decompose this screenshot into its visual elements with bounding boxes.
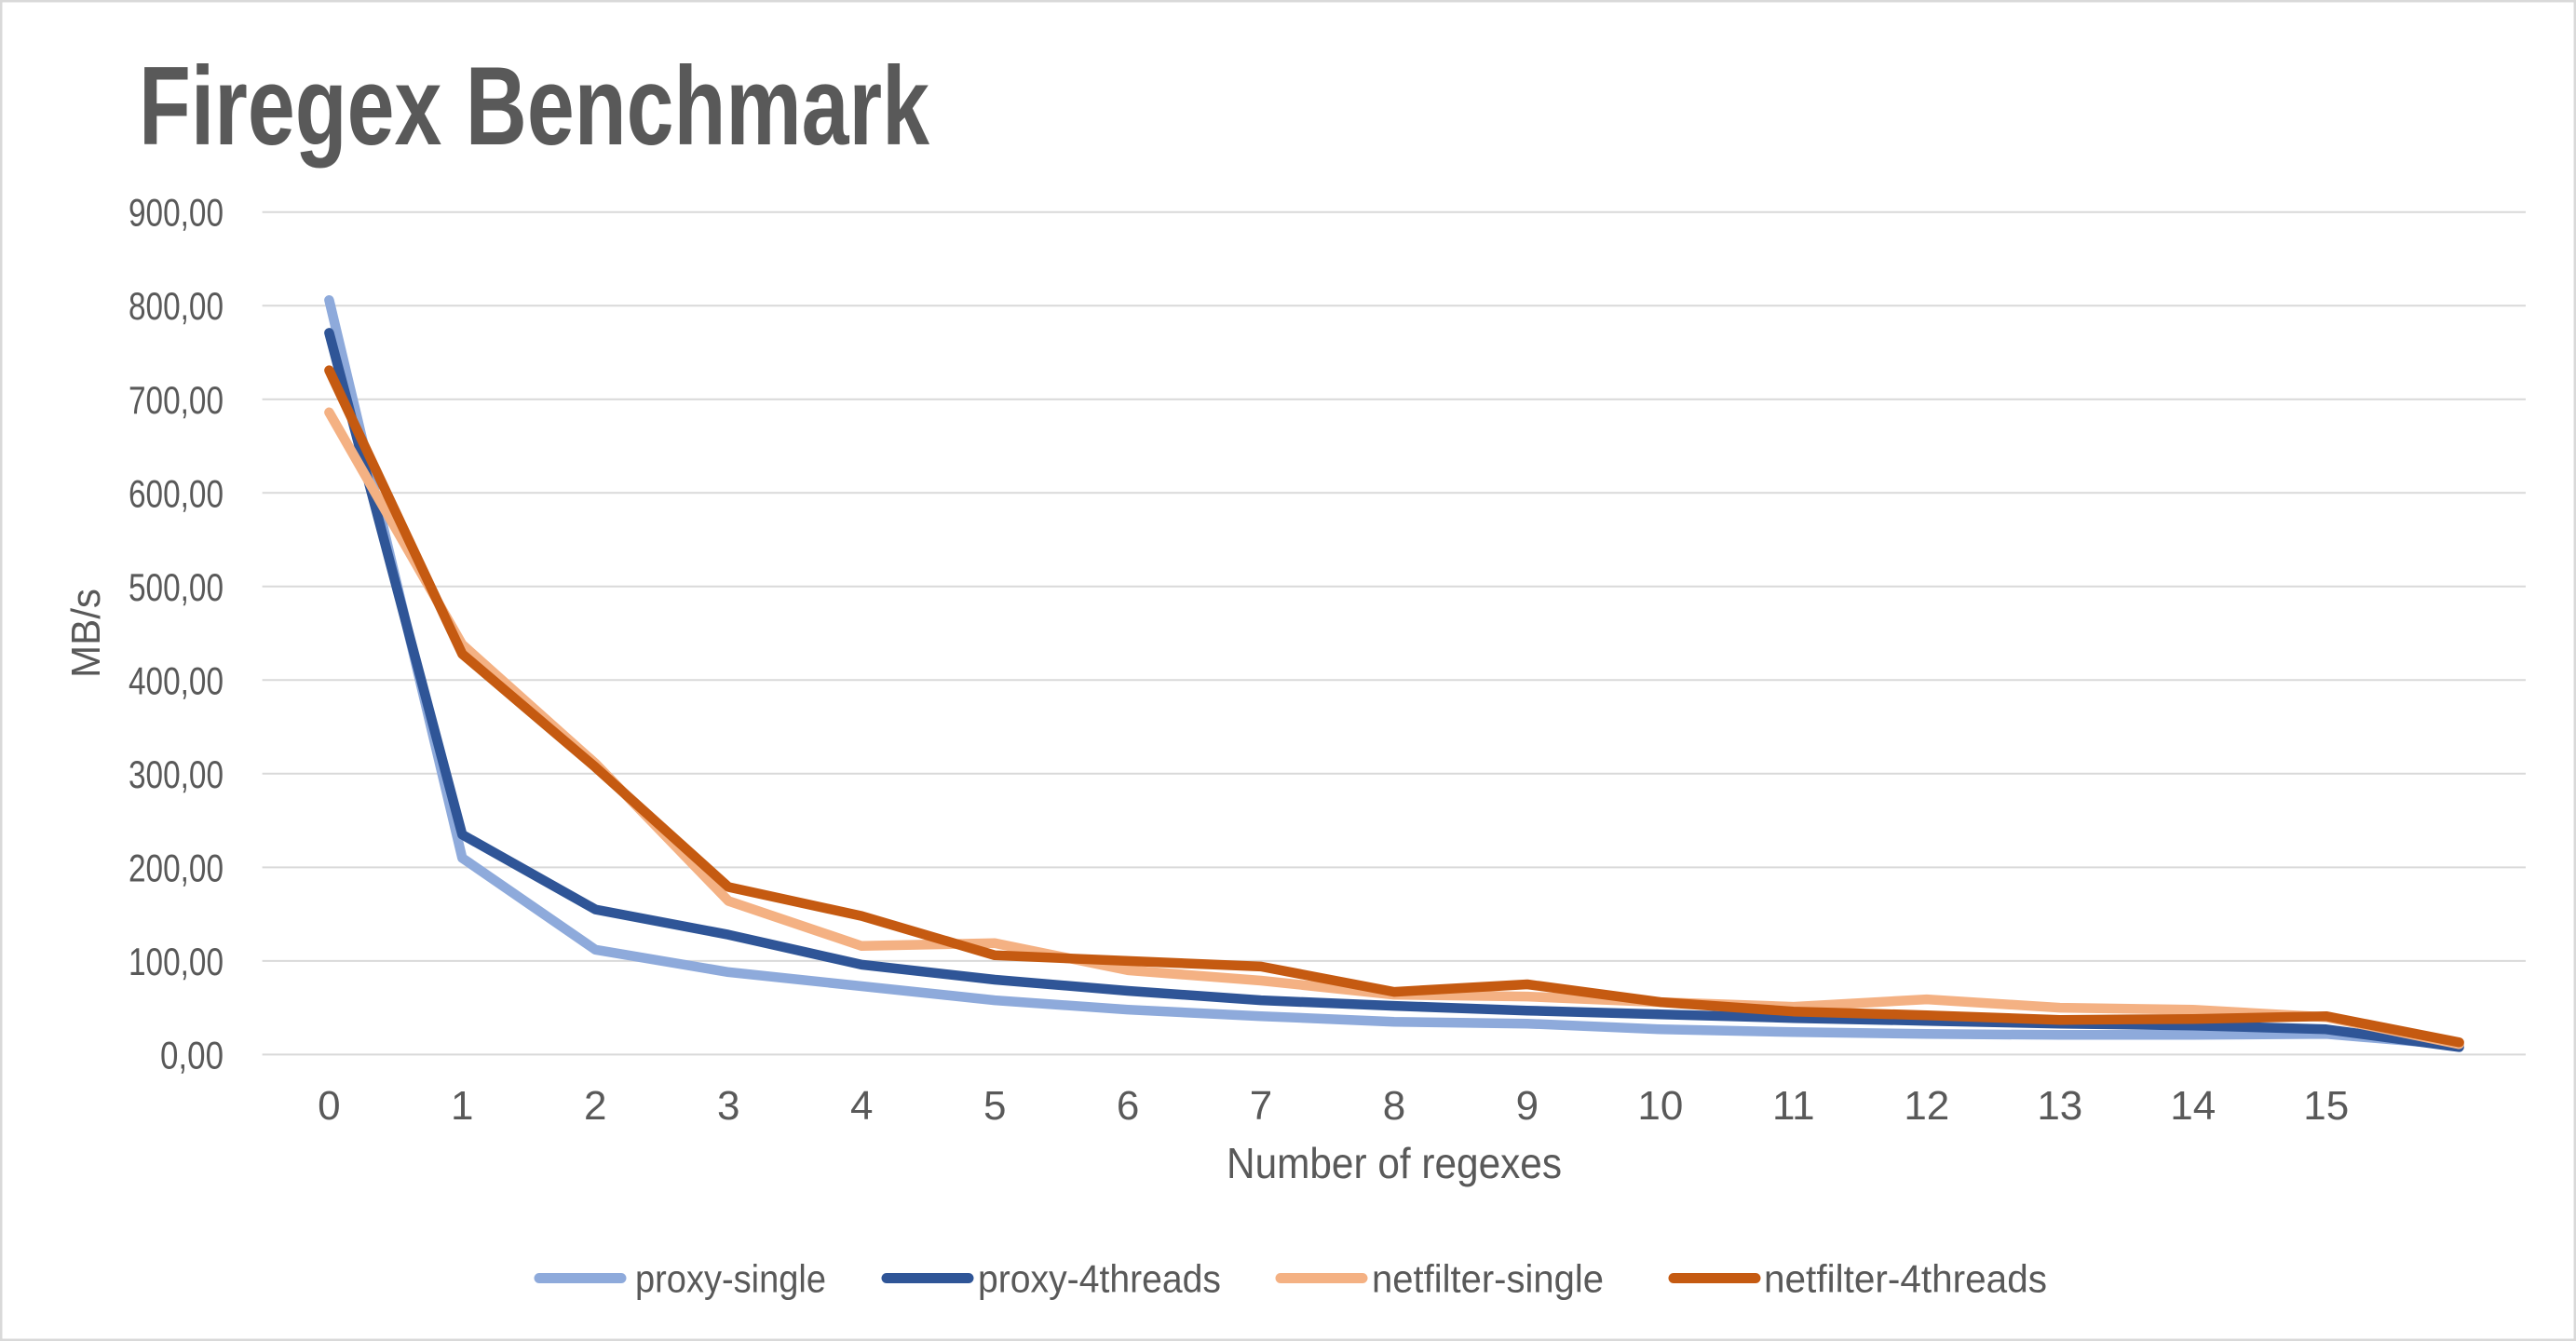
svg-text:Number of regexes: Number of regexes <box>1227 1139 1562 1187</box>
svg-text:10: 10 <box>1637 1083 1683 1129</box>
svg-text:200,00: 200,00 <box>129 846 224 889</box>
svg-text:6: 6 <box>1117 1083 1139 1129</box>
svg-text:12: 12 <box>1904 1083 1949 1129</box>
svg-text:400,00: 400,00 <box>129 658 224 702</box>
svg-text:netfilter-4threads: netfilter-4threads <box>1764 1257 2047 1301</box>
svg-text:700,00: 700,00 <box>129 378 224 422</box>
svg-text:netfilter-single: netfilter-single <box>1372 1257 1604 1301</box>
svg-text:proxy-single: proxy-single <box>635 1257 826 1301</box>
svg-text:7: 7 <box>1250 1083 1272 1129</box>
svg-text:13: 13 <box>2037 1083 2082 1129</box>
svg-text:Firegex Benchmark: Firegex Benchmark <box>139 44 929 169</box>
svg-text:900,00: 900,00 <box>129 191 224 235</box>
svg-text:800,00: 800,00 <box>129 284 224 328</box>
svg-text:MB/s: MB/s <box>63 589 109 678</box>
svg-text:8: 8 <box>1383 1083 1405 1129</box>
svg-text:1: 1 <box>451 1083 473 1129</box>
svg-text:11: 11 <box>1772 1083 1815 1129</box>
svg-text:9: 9 <box>1516 1083 1539 1129</box>
svg-text:300,00: 300,00 <box>129 752 224 796</box>
svg-text:0,00: 0,00 <box>160 1033 224 1077</box>
svg-text:4: 4 <box>850 1083 873 1129</box>
svg-text:3: 3 <box>717 1083 739 1129</box>
svg-text:14: 14 <box>2170 1083 2216 1129</box>
svg-text:2: 2 <box>584 1083 606 1129</box>
svg-text:0: 0 <box>318 1083 340 1129</box>
svg-text:100,00: 100,00 <box>129 940 224 983</box>
svg-text:5: 5 <box>983 1083 1006 1129</box>
svg-text:proxy-4threads: proxy-4threads <box>978 1257 1221 1301</box>
svg-text:15: 15 <box>2303 1083 2349 1129</box>
svg-text:500,00: 500,00 <box>129 565 224 609</box>
svg-text:600,00: 600,00 <box>129 471 224 515</box>
